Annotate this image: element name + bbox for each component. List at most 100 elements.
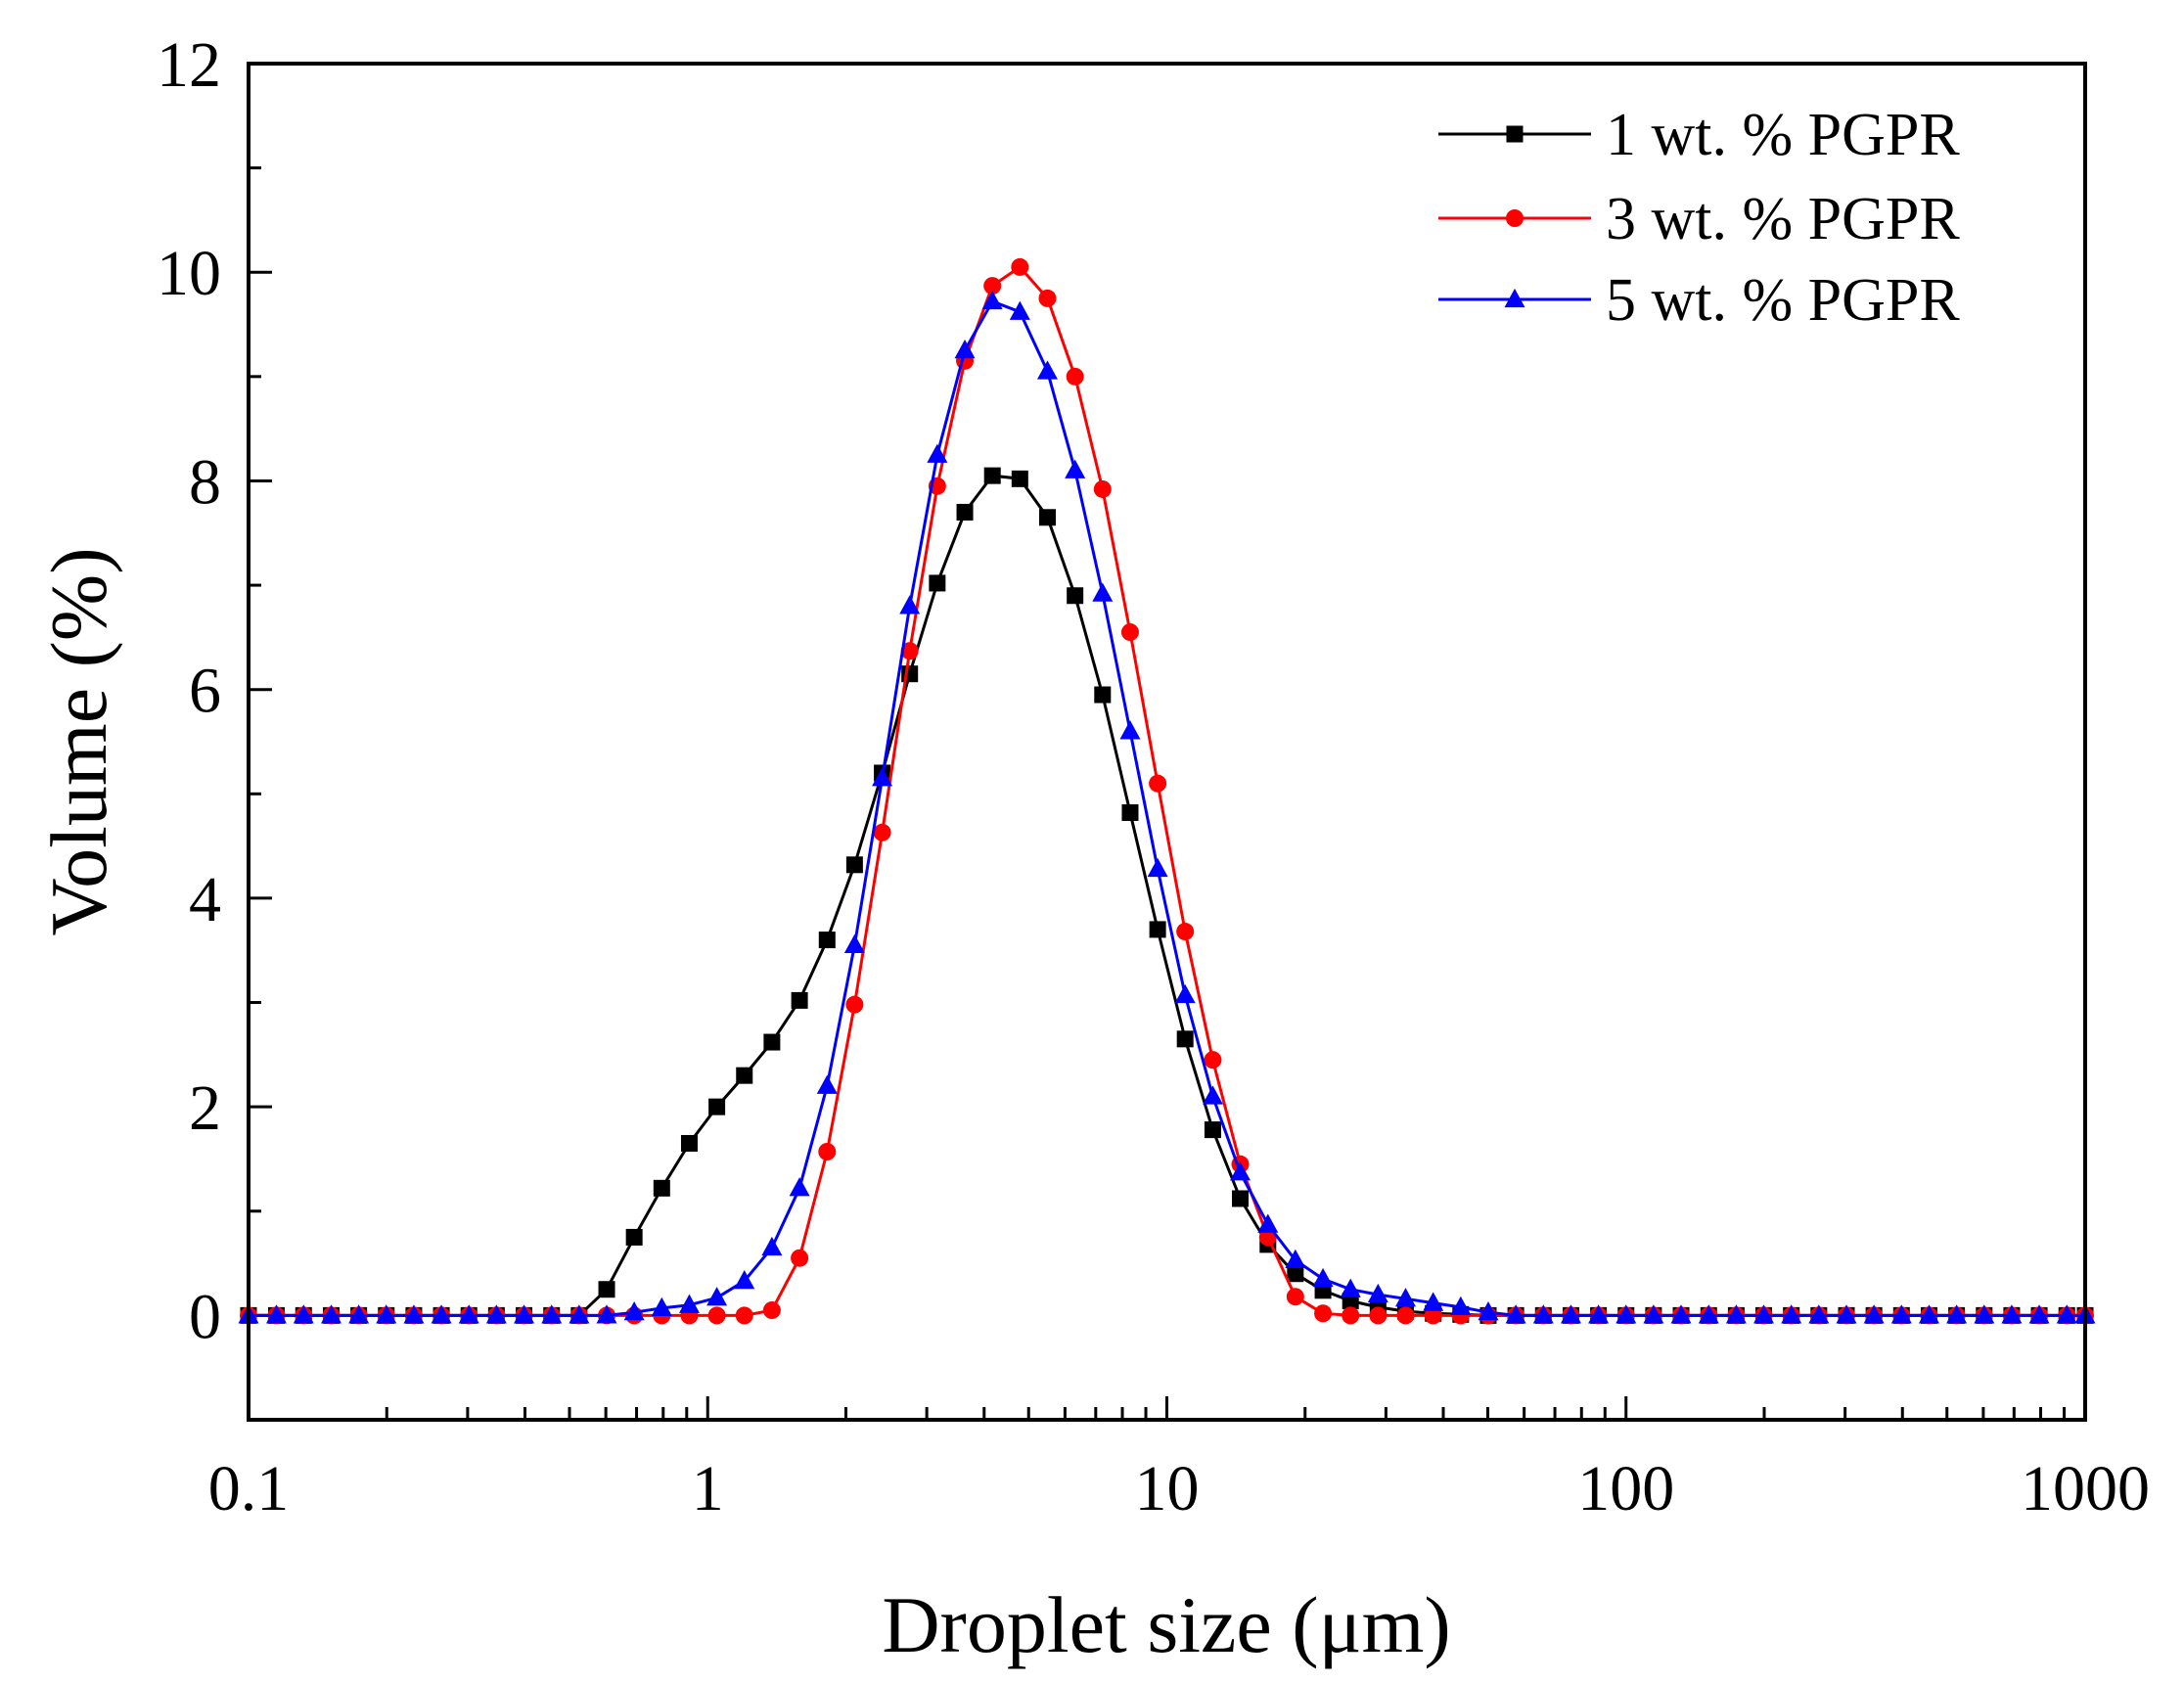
data-point (1285, 1249, 1306, 1268)
data-point (872, 767, 893, 787)
data-point (1560, 1304, 1581, 1324)
data-point (1038, 289, 1057, 307)
data-point (293, 1304, 314, 1324)
series-3 (238, 290, 2096, 1324)
data-point (1314, 1304, 1333, 1323)
series-2 (240, 257, 2094, 1325)
x-tick-label: 0.1 (208, 1453, 290, 1524)
legend-item: 1 wt. % PGPR (1438, 102, 1960, 168)
data-point (1038, 509, 1056, 526)
data-point (1286, 1288, 1304, 1306)
data-point (818, 932, 836, 949)
data-point (1204, 1051, 1222, 1069)
data-point (843, 933, 865, 953)
data-point (1232, 1190, 1250, 1207)
data-point (1067, 587, 1084, 605)
data-point (1781, 1304, 1802, 1324)
legend-marker (1506, 125, 1524, 143)
data-point (598, 1281, 615, 1298)
data-point (981, 290, 1003, 310)
data-point (485, 1304, 507, 1324)
data-point (845, 856, 863, 874)
data-point (653, 1179, 670, 1197)
legend-item: 5 wt. % PGPR (1438, 267, 1960, 334)
data-point (680, 1134, 698, 1152)
data-point (1424, 1306, 1442, 1325)
data-point (1423, 1292, 1444, 1311)
data-point (1312, 1267, 1334, 1288)
data-point (983, 277, 1002, 296)
data-point (403, 1304, 425, 1324)
data-point (1119, 720, 1141, 740)
data-point (1176, 923, 1195, 941)
data-point (1505, 1304, 1526, 1324)
data-point (541, 1304, 563, 1324)
data-point (929, 574, 946, 592)
data-point (1478, 1301, 1499, 1321)
data-point (321, 1304, 342, 1324)
data-point (1836, 1304, 1857, 1324)
data-point (761, 1236, 783, 1256)
data-point (1808, 1304, 1830, 1324)
data-point (1066, 367, 1084, 386)
data-point (816, 1074, 838, 1094)
data-point (1257, 1213, 1279, 1233)
data-point (818, 1142, 837, 1160)
data-point (954, 340, 976, 359)
data-point (1698, 1304, 1719, 1324)
y-tick-label: 4 (189, 864, 221, 935)
data-point (734, 1270, 755, 1290)
data-point (707, 1306, 726, 1325)
data-point (1094, 686, 1112, 704)
data-point (1120, 623, 1139, 642)
x-tick-label: 1 (692, 1453, 724, 1524)
data-series (238, 257, 2096, 1325)
x-tick-label: 10 (1135, 1453, 1200, 1524)
data-point (596, 1304, 617, 1324)
data-point (623, 1301, 645, 1321)
data-point (1009, 300, 1030, 320)
data-point (1093, 479, 1112, 498)
series-line (249, 265, 2085, 1317)
legend-label: 1 wt. % PGPR (1606, 102, 1960, 168)
data-point (1174, 983, 1196, 1004)
series-line (249, 474, 2085, 1317)
data-point (1369, 1306, 1388, 1325)
data-point (1011, 470, 1028, 487)
data-point (927, 443, 948, 463)
data-point (1342, 1306, 1360, 1325)
series-1 (240, 467, 2094, 1324)
data-point (1149, 921, 1166, 938)
data-point (265, 1304, 287, 1324)
data-point (983, 467, 1001, 484)
data-point (1532, 1304, 1554, 1324)
plot-area-frame (247, 62, 2087, 1422)
data-point (1367, 1283, 1388, 1303)
tick-labels: 0 2 4 6 8 10 12 0.1 1 10 100 1000 (157, 29, 2150, 1524)
data-point (1863, 1304, 1885, 1324)
x-axis-title: Droplet size (μm) (882, 1580, 1450, 1669)
legend-label: 3 wt. % PGPR (1606, 186, 1960, 252)
y-tick-label: 6 (189, 656, 221, 727)
data-point (1670, 1304, 1692, 1324)
data-point (1752, 1304, 1774, 1324)
data-point (1204, 1121, 1221, 1139)
data-point (1974, 1304, 1995, 1324)
data-point (1121, 803, 1139, 821)
data-point (1202, 1085, 1223, 1105)
data-point (1725, 1304, 1747, 1324)
data-point (431, 1304, 452, 1324)
data-point (789, 1177, 810, 1197)
data-point (1011, 257, 1029, 276)
data-point (1149, 774, 1167, 793)
legend-label: 5 wt. % PGPR (1606, 267, 1960, 334)
y-tick-label: 2 (189, 1072, 221, 1144)
legend-marker (1506, 209, 1524, 227)
data-point (348, 1304, 370, 1324)
legend-marker (1504, 288, 1525, 308)
data-point (899, 595, 921, 614)
data-point (1340, 1278, 1361, 1297)
data-point (2028, 1304, 2050, 1324)
data-point (1147, 857, 1168, 878)
data-point (1176, 1030, 1194, 1048)
